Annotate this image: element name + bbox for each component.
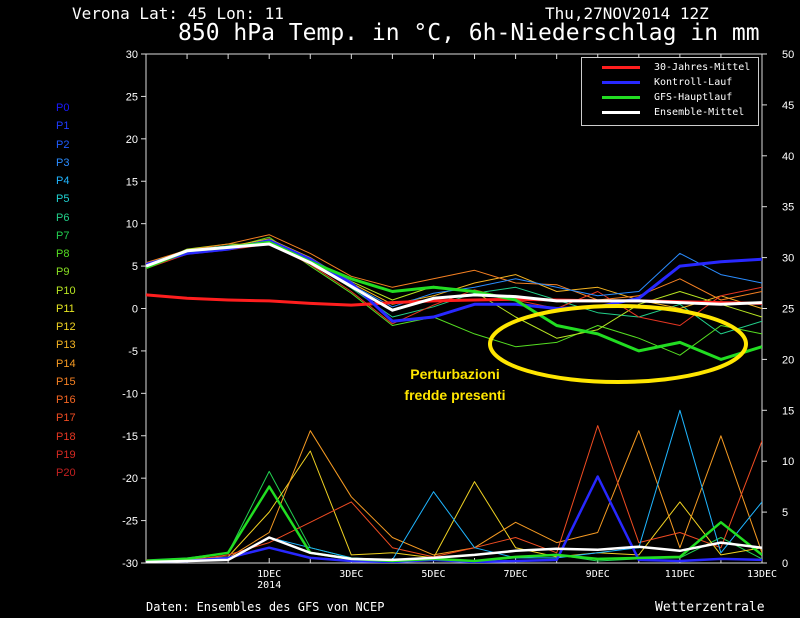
legend-item: Ensemble-Mittel bbox=[588, 106, 756, 120]
y-left-tick-label: -5 bbox=[128, 346, 138, 358]
member-label-p8: P8 bbox=[56, 248, 70, 260]
precip-series-line bbox=[146, 430, 762, 562]
y-right-tick-label: 30 bbox=[782, 253, 794, 265]
precip-series-line bbox=[146, 450, 762, 562]
y-left-tick-label: -10 bbox=[122, 388, 138, 400]
x-tick-label: 9DEC bbox=[586, 569, 610, 580]
y-right-tick-label: 20 bbox=[782, 354, 794, 366]
member-label-p10: P10 bbox=[56, 284, 76, 297]
member-label-p5: P5 bbox=[56, 193, 70, 206]
chart-legend: 30-Jahres-Mittel Kontroll-Lauf GFS-Hauptla… bbox=[581, 57, 759, 126]
y-left-tick-label: 20 bbox=[126, 134, 138, 146]
station-info: Verona Lat: 45 Lon: 11 bbox=[72, 4, 284, 23]
x-tick-label: 5DEC bbox=[421, 569, 445, 580]
member-label-p18: P18 bbox=[56, 430, 76, 443]
legend-item: Kontroll-Lauf bbox=[588, 76, 756, 90]
member-label-p15: P15 bbox=[56, 375, 76, 388]
legend-item: GFS-Hauptlauf bbox=[588, 91, 756, 105]
legend-item: 30-Jahres-Mittel bbox=[588, 61, 756, 75]
run-datetime: Thu,27NOV2014 12Z bbox=[545, 4, 709, 23]
x-tick-year: 2014 bbox=[257, 580, 281, 591]
brand-name: Wetterzentrale bbox=[655, 600, 765, 615]
ensemble-member-list: P0 P1 P2 P3 P4 P5 P6 P7 P8 P9 P10 P11 P12 P13 P14 P15 P1… bbox=[56, 101, 96, 484]
legend-label: 30-Jahres-Mittel bbox=[654, 62, 751, 73]
legend-label: Kontroll-Lauf bbox=[654, 77, 733, 88]
y-left-tick-label: 15 bbox=[126, 176, 138, 188]
y-left-tick-label: 10 bbox=[126, 219, 138, 231]
precip-series-line bbox=[146, 470, 762, 563]
legend-swatch bbox=[602, 96, 640, 99]
data-source: Daten: Ensembles des GFS von NCEP bbox=[146, 600, 385, 614]
annotation-ellipse bbox=[488, 304, 748, 384]
precip-series-line bbox=[146, 536, 762, 563]
y-right-tick-label: 25 bbox=[782, 304, 794, 316]
legend-label: GFS-Hauptlauf bbox=[654, 92, 733, 103]
member-label-p14: P14 bbox=[56, 357, 76, 370]
temp-series-line bbox=[146, 243, 762, 339]
y-left-tick-label: -25 bbox=[122, 516, 138, 528]
member-label-p4: P4 bbox=[56, 175, 70, 187]
annotation-text: Perturbazioni fredde presenti bbox=[375, 364, 535, 406]
y-right-tick-label: 10 bbox=[782, 456, 794, 468]
y-left-tick-label: 0 bbox=[132, 304, 138, 316]
x-tick-label: 11DEC bbox=[665, 569, 695, 580]
y-left-tick-label: 30 bbox=[126, 49, 138, 61]
y-left-tick-label: 25 bbox=[126, 91, 138, 103]
member-label-p9: P9 bbox=[56, 266, 70, 279]
member-label-p3: P3 bbox=[56, 156, 70, 169]
y-left-tick-label: -30 bbox=[122, 558, 138, 570]
temp-series-line bbox=[146, 242, 762, 312]
temp-series-line bbox=[146, 234, 762, 301]
temp-series-line bbox=[146, 243, 762, 326]
member-label-p6: P6 bbox=[56, 211, 70, 224]
member-label-p19: P19 bbox=[56, 448, 76, 461]
member-label-p16: P16 bbox=[56, 394, 76, 406]
annotation-line-2: fredde presenti bbox=[404, 387, 506, 403]
legend-swatch bbox=[602, 66, 640, 69]
x-tick-label: 1DEC bbox=[257, 569, 281, 580]
legend-swatch bbox=[602, 81, 640, 84]
x-tick-label: 7DEC bbox=[504, 569, 528, 580]
temp-series-line bbox=[146, 241, 762, 335]
legend-label: Ensemble-Mittel bbox=[654, 107, 745, 118]
y-left-tick-label: -20 bbox=[122, 473, 138, 485]
y-left-tick-label: 5 bbox=[132, 261, 138, 273]
member-label-p7: P7 bbox=[56, 229, 70, 242]
member-label-p0: P0 bbox=[56, 102, 70, 114]
member-label-p13: P13 bbox=[56, 339, 76, 352]
member-label-p20: P20 bbox=[56, 467, 76, 479]
y-left-tick-label: -15 bbox=[122, 431, 138, 443]
y-right-tick-label: 35 bbox=[782, 202, 794, 214]
y-right-tick-label: 50 bbox=[782, 49, 794, 61]
y-right-tick-label: 45 bbox=[782, 100, 794, 112]
member-label-p11: P11 bbox=[56, 302, 75, 315]
member-label-p12: P12 bbox=[56, 321, 76, 333]
y-right-tick-label: 15 bbox=[782, 405, 794, 417]
chart-title: 850 hPa Temp. in °C, 6h-Niederschlag in … bbox=[178, 20, 760, 46]
member-label-p2: P2 bbox=[56, 138, 70, 151]
y-right-tick-label: 0 bbox=[782, 558, 788, 570]
x-tick-label: 3DEC bbox=[339, 569, 363, 580]
annotation-line-1: Perturbazioni bbox=[410, 366, 500, 382]
y-right-tick-label: 5 bbox=[782, 507, 788, 519]
legend-swatch bbox=[602, 111, 640, 114]
member-label-p17: P17 bbox=[56, 412, 76, 425]
precip-series-line bbox=[146, 409, 762, 563]
x-tick-label: 13DEC bbox=[747, 569, 777, 580]
y-right-tick-label: 40 bbox=[782, 151, 794, 163]
member-label-p1: P1 bbox=[56, 120, 70, 133]
precip-series-line bbox=[146, 485, 762, 563]
